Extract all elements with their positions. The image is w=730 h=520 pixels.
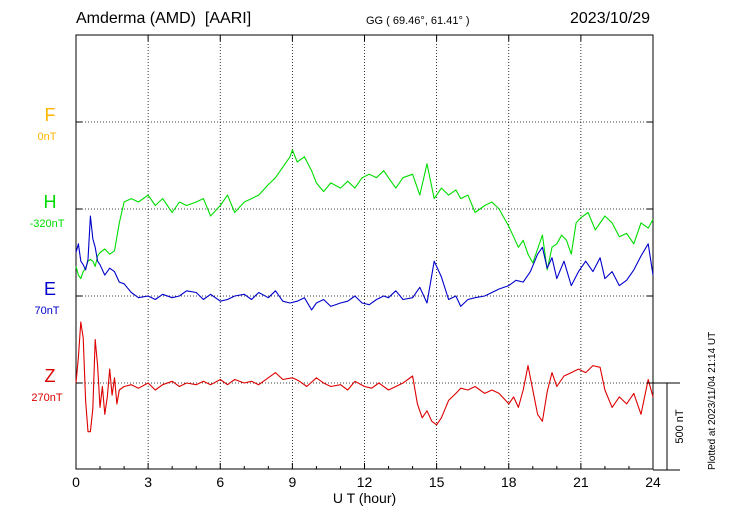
station-title: Amderma (AMD) [AARI] [76,10,251,28]
grid-lines [76,35,653,469]
component-offset-Z: 270nT [31,392,62,404]
component-label-H: H [44,192,57,212]
component-offset-F: 0nT [38,131,57,143]
x-tick-label: 12 [357,474,373,490]
station-coordinates: GG ( 69.46°, 61.41° ) [366,15,470,27]
series-line-E [75,215,654,311]
x-tick-label: 3 [144,474,152,490]
scale-bar: 500 nT [653,382,686,471]
observation-date: 2023/10/29 [570,10,651,27]
component-label-Z: Z [45,366,56,386]
x-tick-label: 21 [573,474,589,490]
component-labels: F 0nT H -320nT E 70nT Z 270nT [30,105,65,404]
component-offset-H: -320nT [30,218,65,230]
series-layer [75,149,654,433]
x-tick-label: 6 [216,474,224,490]
station-name: Amderma (AMD) [76,10,197,27]
scale-bar-label: 500 nT [674,409,686,444]
component-offset-E: 70nT [34,305,59,317]
series-line-H [75,149,654,280]
x-tick-label: 15 [429,474,445,490]
x-tick-label: 0 [72,474,80,490]
x-axis-title: U T (hour) [333,490,396,506]
component-label-F: F [45,105,56,125]
organization: [AARI] [204,10,252,27]
x-tick-label: 24 [645,474,661,490]
x-axis: 0 3 6 9 12 15 18 21 24 U T (hour) [72,35,661,506]
series-line-Z [75,321,654,433]
x-tick-label: 9 [288,474,296,490]
plotted-timestamp: Plotted at 2023/11/04 21:14 UT [707,331,718,470]
x-tick-label: 18 [501,474,517,490]
component-label-E: E [44,279,56,299]
